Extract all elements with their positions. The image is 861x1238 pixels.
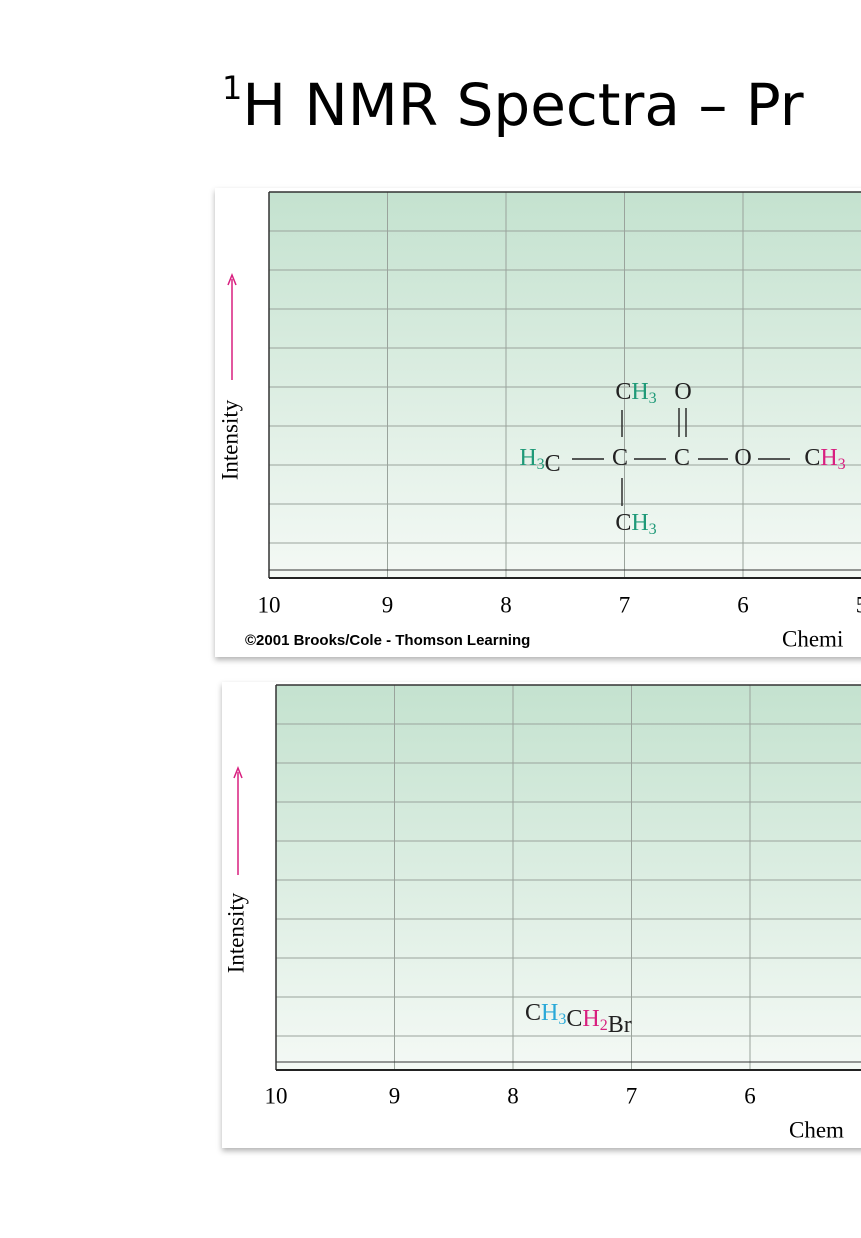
atom-label: C [612, 445, 628, 471]
atom-subscript: 3 [649, 390, 657, 407]
slide-title: 1H NMR Spectra – Pr [222, 69, 804, 139]
atom-subscript: 3 [838, 456, 846, 473]
atom-label: O [734, 445, 751, 471]
atom-label: CH3 [615, 379, 656, 407]
x-tick-label: 9 [382, 592, 394, 617]
x-tick-label: 10 [265, 1083, 288, 1108]
atom-subscript: 3 [537, 456, 545, 473]
atom-label: CH3 [615, 510, 656, 538]
copyright: ©2001 Brooks/Cole - Thomson Learning [245, 632, 530, 649]
spectrum-panel: 10 9 8 7 6 5 Chemi Intensity ©2001 Brooks/Cole -… [215, 188, 861, 657]
y-axis-label: Intensity [223, 892, 248, 973]
atom-text: C [804, 445, 820, 471]
atom-text: H [519, 445, 536, 471]
atom-text: H [820, 445, 837, 471]
atom-text: Br [608, 1012, 632, 1038]
x-axis-label: Chem [789, 1117, 844, 1142]
x-tick-label: 8 [507, 1083, 519, 1108]
x-tick-label: 9 [389, 1083, 401, 1108]
plot-area [276, 685, 861, 1070]
atom-text: C [612, 445, 628, 471]
arrow-head [227, 272, 237, 286]
atom-subscript: 3 [649, 521, 657, 538]
atom-label: CH3CH2Br [525, 1000, 632, 1038]
x-tick-label: 10 [258, 592, 281, 617]
x-axis-label: Chemi [782, 626, 843, 651]
x-tick-label: 6 [737, 592, 749, 617]
atom-text: C [525, 1000, 541, 1026]
atom-text: C [566, 1006, 582, 1032]
arrow-head [233, 765, 243, 779]
atom-label: C [674, 445, 690, 471]
atom-text: H [631, 510, 648, 536]
title-text: H NMR Spectra – Pr [242, 71, 803, 139]
atom-text: C [545, 451, 561, 477]
atom-label: CH3 [804, 445, 845, 473]
atom-subscript: 3 [558, 1011, 566, 1028]
atom-text: O [734, 445, 751, 471]
atom-text: O [674, 379, 691, 405]
title-sup: 1 [222, 69, 242, 107]
atom-text: C [615, 510, 631, 536]
atom-text: C [615, 379, 631, 405]
atom-text: H [582, 1006, 599, 1032]
atom-label: O [674, 379, 691, 405]
x-tick-label: 5 [856, 592, 861, 617]
y-axis-label: Intensity [217, 399, 242, 480]
x-tick-label: 7 [619, 592, 631, 617]
atom-label: H3C [519, 445, 560, 477]
x-tick-label: 6 [744, 1083, 756, 1108]
plot-area [269, 192, 861, 578]
atom-text: H [631, 379, 648, 405]
atom-text: H [541, 1000, 558, 1026]
atom-text: C [674, 445, 690, 471]
x-tick-label: 7 [626, 1083, 638, 1108]
x-tick-label: 8 [500, 592, 512, 617]
atom-subscript: 2 [600, 1017, 608, 1034]
